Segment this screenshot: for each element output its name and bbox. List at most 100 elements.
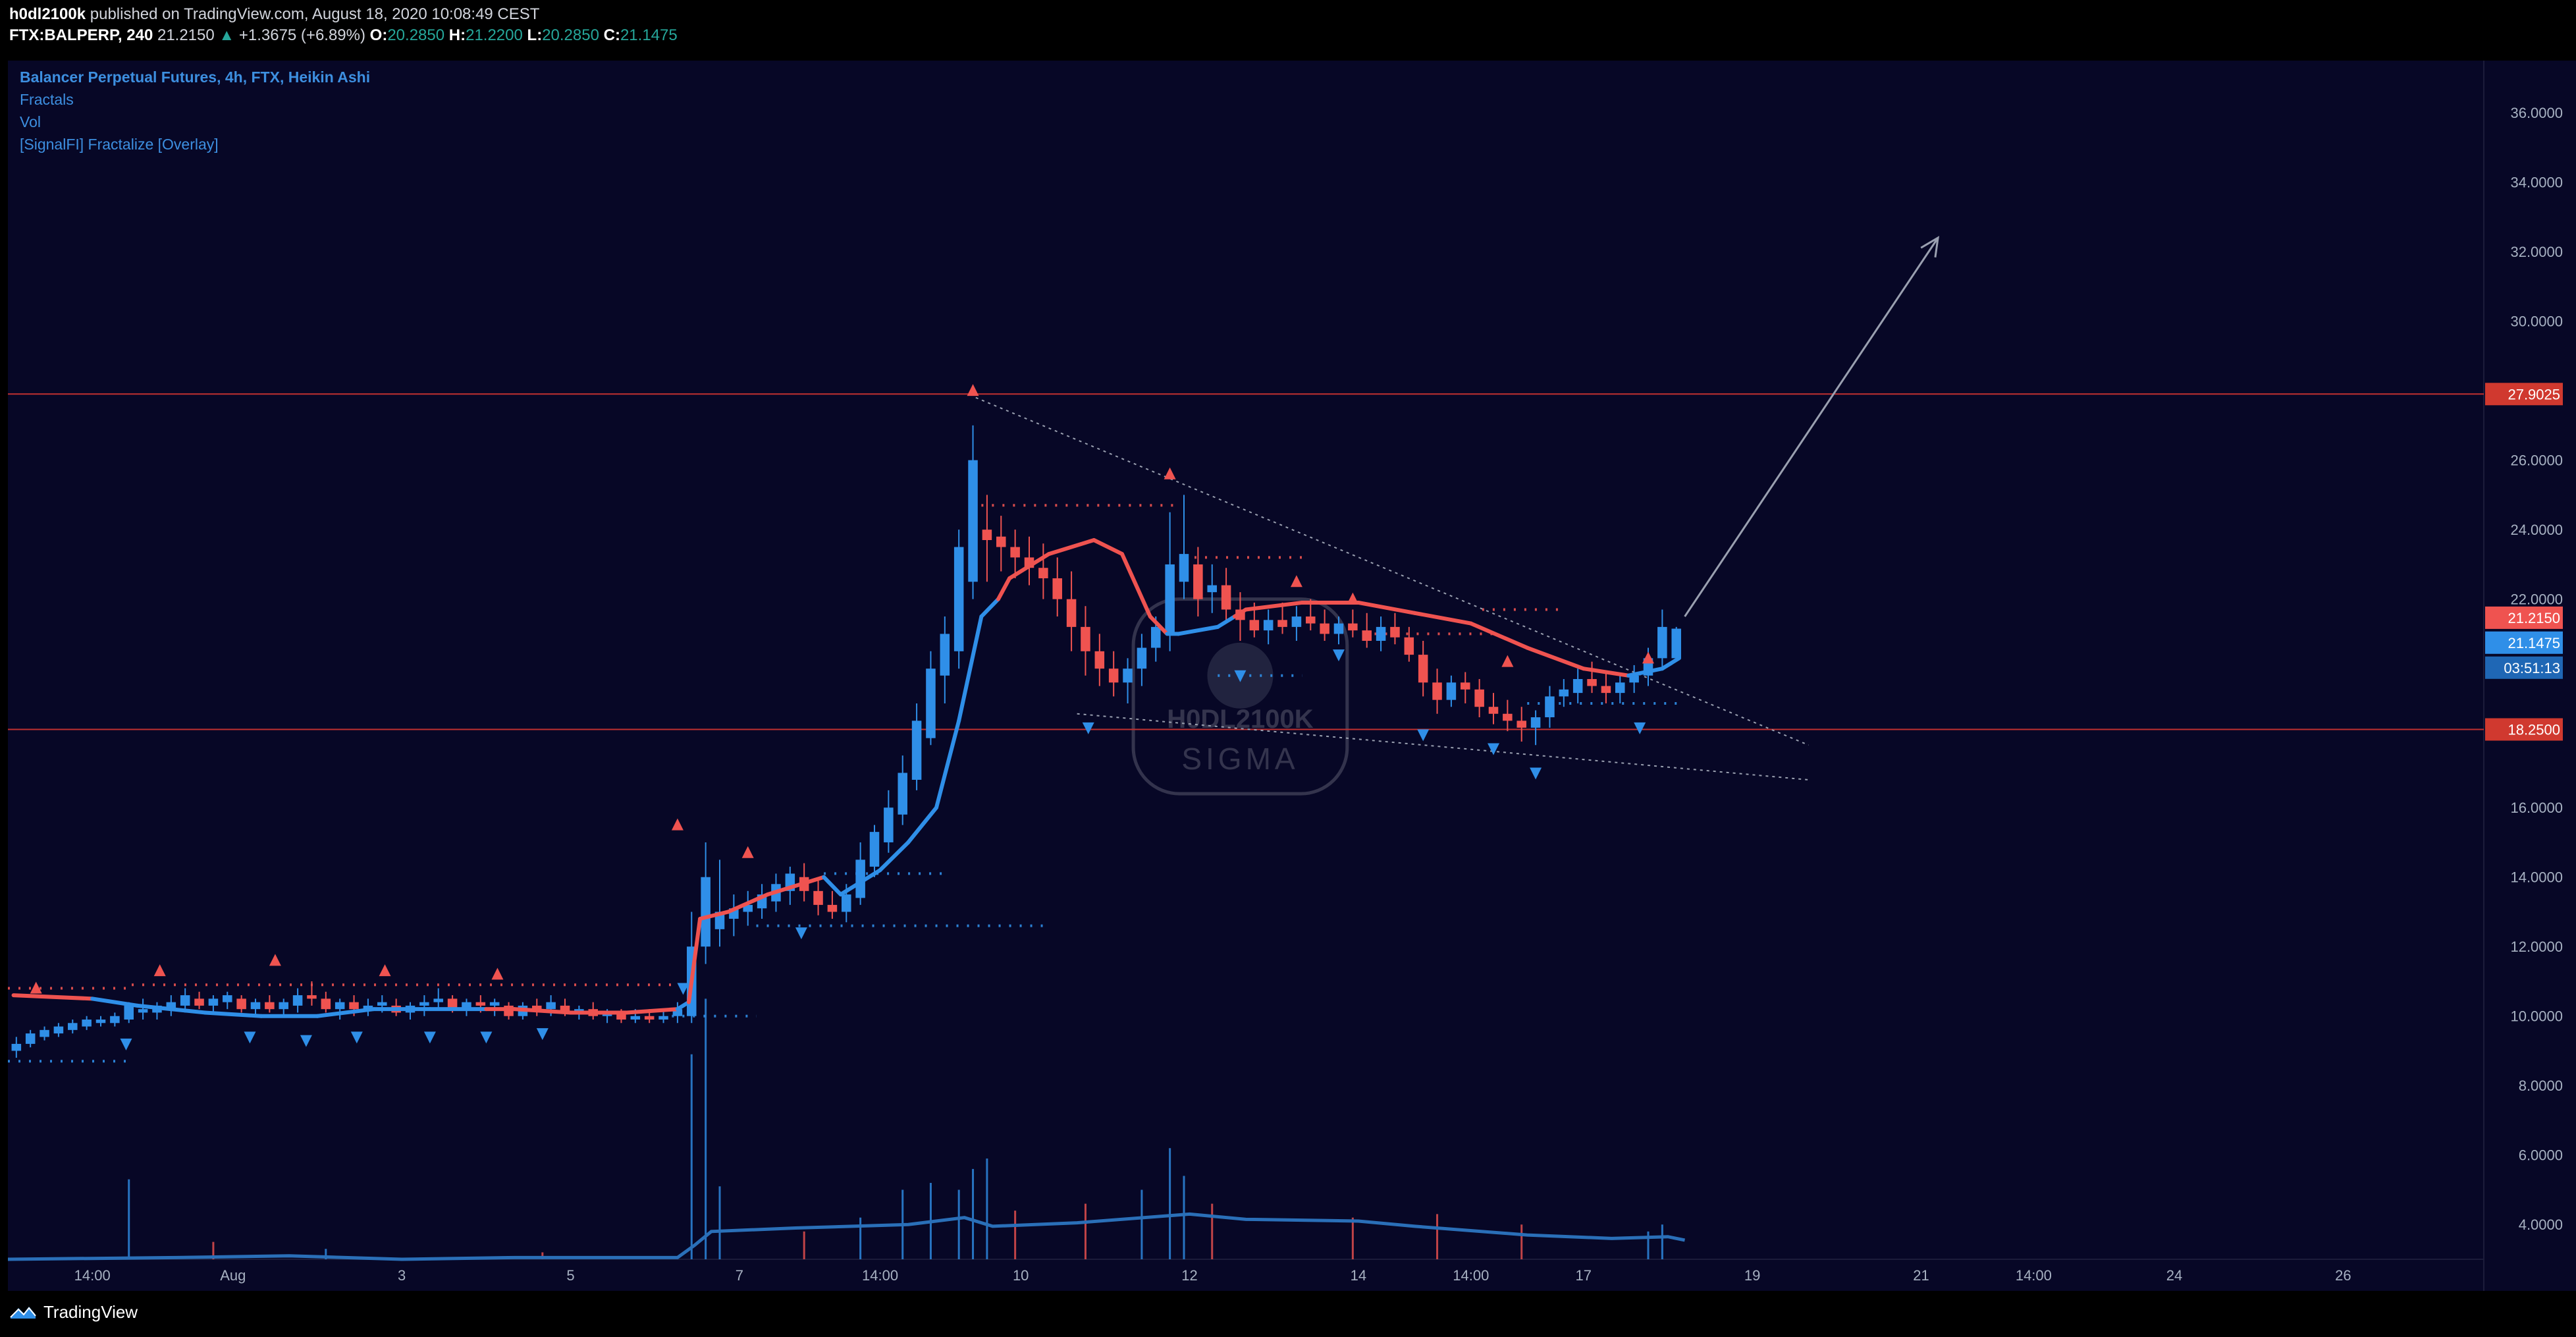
signal-line-segment <box>1216 614 1237 629</box>
candle <box>40 1026 49 1041</box>
candle <box>11 1037 22 1058</box>
candle <box>1572 668 1583 703</box>
candle <box>996 516 1006 572</box>
candle-body <box>940 634 950 676</box>
candle <box>1545 686 1555 728</box>
signal-line-segment <box>1176 624 1220 636</box>
candle <box>335 998 345 1020</box>
signal-line-segment <box>1468 621 1530 650</box>
candle-body <box>1601 686 1611 694</box>
fractal-down-marker <box>423 1031 436 1044</box>
candle-body <box>250 1002 261 1010</box>
candle <box>884 790 894 853</box>
signal-line-segment <box>625 1007 680 1015</box>
fractal-up-marker <box>153 964 166 977</box>
fractal-up-marker <box>269 954 281 966</box>
candle-body <box>363 1005 373 1010</box>
time-tick-label: 26 <box>2335 1267 2351 1284</box>
time-tick-label: 17 <box>1575 1267 1591 1284</box>
projection-arrow-head <box>1920 236 1940 258</box>
candle-body <box>321 998 331 1010</box>
candle-body <box>1418 655 1428 683</box>
signal-line-segment <box>512 1007 573 1015</box>
fractal-down-marker <box>1333 649 1345 662</box>
time-tick-label: 3 <box>398 1267 406 1284</box>
candle-body <box>223 995 232 1002</box>
signal-line-segment <box>934 719 961 810</box>
candle-body <box>1333 623 1344 634</box>
candle-body <box>307 995 317 999</box>
price-tick-label: 8.0000 <box>2519 1078 2563 1094</box>
publish-header: h0dl2100k published on TradingView.com, … <box>0 0 2576 46</box>
legend-item-fractalize[interactable]: [SignalFI] Fractalize [Overlay] <box>20 136 219 153</box>
signal-line-segment <box>687 917 703 1004</box>
candle-body <box>95 1020 106 1023</box>
candle-body <box>25 1033 36 1044</box>
candle-body <box>1066 599 1077 627</box>
candle <box>1671 626 1681 662</box>
candle-body <box>1221 585 1231 610</box>
signal-line-segment <box>726 892 770 914</box>
candle <box>1277 602 1287 634</box>
candle <box>1320 609 1329 641</box>
candle-body <box>842 894 851 912</box>
candle <box>1348 609 1358 638</box>
candle-body <box>236 998 246 1010</box>
candle-body <box>658 1016 668 1020</box>
tradingview-logo[interactable]: TradingView <box>9 1301 138 1323</box>
candle <box>110 1012 120 1027</box>
chart-area[interactable]: H0DL2100K SIGMA 36.0000 34.0000 32.0000 30.00… <box>7 61 2576 1291</box>
candle-body <box>1108 668 1119 683</box>
high-label: H: <box>448 26 466 44</box>
candle <box>1390 613 1400 645</box>
signal-line-segment <box>1120 552 1152 619</box>
fractal-up-marker <box>671 818 684 831</box>
signal-line-segment <box>1007 552 1051 581</box>
candle-body <box>1123 668 1133 683</box>
candle <box>1432 668 1442 714</box>
candle-body <box>898 773 907 815</box>
candle <box>743 890 753 926</box>
candle <box>1418 640 1428 697</box>
legend-item-fractals[interactable]: Fractals <box>20 91 74 108</box>
candle-body <box>1446 682 1457 700</box>
candle-body <box>292 995 303 1006</box>
candle <box>1038 543 1048 599</box>
fractal-down-marker <box>300 1035 312 1047</box>
price-tick-label: 36.0000 <box>2510 105 2563 121</box>
candle <box>68 1020 78 1034</box>
signal-line-segment <box>765 875 826 897</box>
candle <box>968 425 978 599</box>
price-chart[interactable]: H0DL2100KSIGMA36.000034.000032.000030.00… <box>7 61 2576 1291</box>
candle-body <box>1151 626 1161 648</box>
author-name[interactable]: h0dl2100k <box>9 5 86 23</box>
time-tick-label: 7 <box>736 1267 743 1284</box>
candle-body <box>996 536 1006 547</box>
signal-line-segment <box>315 1007 376 1018</box>
level-price-tag: 27.9025 <box>2508 386 2560 402</box>
fractal-down-marker <box>120 1038 132 1050</box>
candle <box>1108 651 1119 697</box>
candle-body <box>349 1002 359 1010</box>
candle-body <box>869 832 880 867</box>
legend-title[interactable]: Balancer Perpetual Futures, 4h, FTX, Hei… <box>20 68 371 86</box>
fractal-up-marker <box>967 384 979 396</box>
candle <box>82 1016 92 1030</box>
candle-body <box>1249 620 1260 631</box>
ohlc-line: FTX:BALPERP, 240 21.2150 ▲ +1.3675 (+6.8… <box>9 26 678 45</box>
candle <box>940 616 950 703</box>
candle-body <box>82 1020 92 1027</box>
trendline <box>975 396 1809 746</box>
candle-body <box>1559 689 1569 697</box>
candle <box>1066 571 1077 651</box>
last-price-tag: 21.2150 <box>2508 610 2560 626</box>
signal-line-segment <box>1244 600 1304 612</box>
candle-body <box>560 1005 570 1013</box>
candle <box>1333 616 1344 645</box>
tradingview-icon <box>10 1307 36 1319</box>
legend-item-vol[interactable]: Vol <box>20 113 41 130</box>
candle-body <box>743 904 753 912</box>
volume-ma-line <box>7 1212 1686 1261</box>
last-price-tag-bg <box>2485 606 2563 629</box>
fractal-down-marker <box>1082 722 1094 734</box>
